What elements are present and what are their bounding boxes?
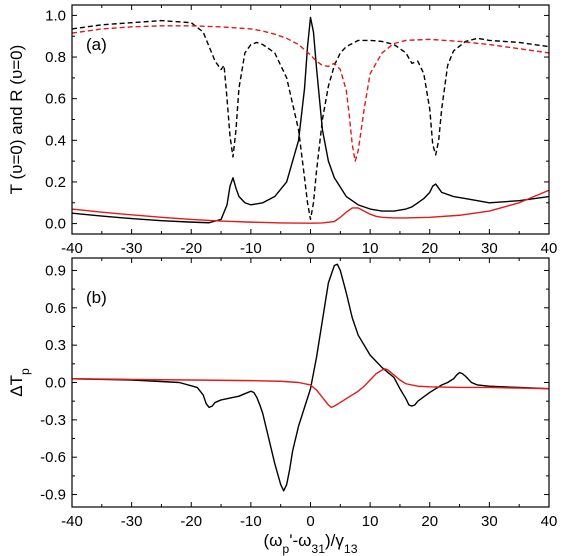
- x-tick-label: 20: [421, 240, 438, 257]
- x-tick-label: -40: [61, 513, 83, 530]
- series-line-1: [72, 16, 549, 224]
- y-tick-label: 1.0: [45, 7, 66, 24]
- y-tick-label: 0.0: [45, 375, 66, 392]
- panel-a: -40 -30 -20 -10 0 10 20 30 40 0.0 0.2 0.4 0.6 0.8 1.0 (…: [7, 4, 558, 257]
- x-tick-label: -10: [240, 513, 262, 530]
- x-tick-label: -30: [121, 513, 143, 530]
- panel-label: (a): [86, 35, 107, 54]
- y-tick-label: 0.0: [45, 216, 66, 233]
- x-tick-label: 0: [306, 240, 314, 257]
- x-tick-label: -20: [180, 513, 202, 530]
- x-tick-label: 10: [362, 513, 379, 530]
- y-tick-label: 0.6: [45, 91, 66, 108]
- panel-b: -40 -30 -20 -10 0 10 20 30 40 -0.9 -0.6 -0.3 0.0 0.3 0…: [7, 257, 558, 556]
- series-line-3: [72, 19, 549, 221]
- y-tick-label: 0.9: [45, 262, 66, 279]
- x-tick-label: -10: [240, 240, 262, 257]
- series-group: [72, 16, 549, 224]
- y-tick-label: 0.2: [45, 174, 66, 191]
- panel-label: (b): [86, 288, 107, 307]
- x-tick-label: -30: [121, 240, 143, 257]
- y-tick-label: -0.9: [40, 487, 66, 504]
- y-axis-label: ΔTp: [7, 368, 32, 397]
- x-tick-label: -40: [61, 240, 83, 257]
- series-line-4: [72, 25, 549, 162]
- y-tick-label: 0.4: [45, 132, 66, 149]
- series-line-1: [72, 263, 549, 492]
- series-line-2: [72, 368, 549, 409]
- x-tick-label: 30: [481, 513, 498, 530]
- x-tick-label: 30: [481, 240, 498, 257]
- y-tick-label: -0.6: [40, 449, 66, 466]
- y-axis-label: T (υ=0) and R (υ=0): [7, 45, 26, 195]
- y-tick-label: -0.3: [40, 412, 66, 429]
- plot-frame: [71, 4, 550, 235]
- x-tick-label: 40: [541, 240, 558, 257]
- series-line-2: [72, 189, 549, 224]
- series-group: [72, 263, 549, 492]
- x-tick-label: 10: [362, 240, 379, 257]
- y-tick-label: 0.6: [45, 300, 66, 317]
- x-tick-label: 40: [541, 513, 558, 530]
- plot-frame: [71, 257, 550, 508]
- x-axis-label: (ωp'-ω31)/γ13: [263, 531, 357, 556]
- y-tick-label: 0.8: [45, 49, 66, 66]
- x-tick-label: 0: [306, 513, 314, 530]
- y-tick-label: 0.3: [45, 337, 66, 354]
- x-tick-label: -20: [180, 240, 202, 257]
- x-tick-label: 20: [421, 513, 438, 530]
